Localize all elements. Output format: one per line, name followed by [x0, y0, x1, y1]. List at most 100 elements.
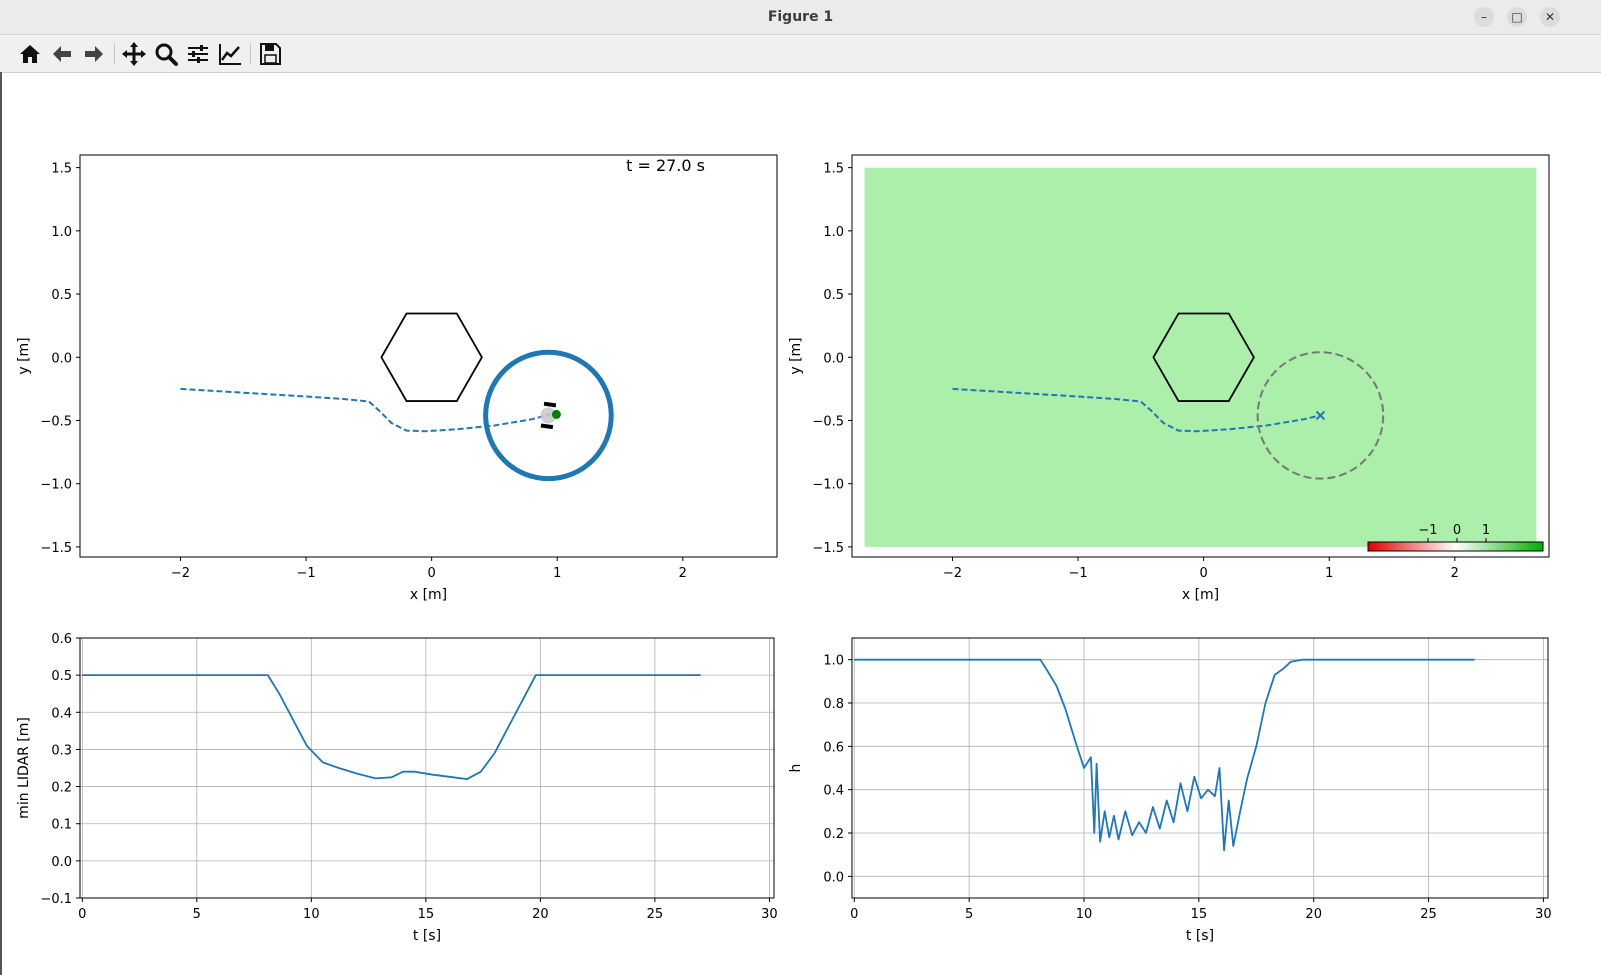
- x-axis-label: x [m]: [410, 587, 447, 603]
- y-tick-label: 0.8: [823, 697, 844, 712]
- y-tick-label: −1.5: [40, 541, 72, 556]
- y-tick-label: −1.5: [812, 541, 844, 556]
- x-tick-label: −1: [1068, 566, 1087, 581]
- axes-frame: [79, 637, 775, 899]
- save-button[interactable]: [255, 39, 285, 69]
- configure-subplots-icon: [188, 45, 208, 63]
- x-tick-label: 30: [1535, 907, 1552, 922]
- toolbar: [0, 35, 1601, 73]
- x-tick-label: 10: [303, 907, 320, 922]
- robot-wheel: [543, 401, 557, 408]
- obstacle-hexagon: [380, 312, 483, 402]
- y-tick-label: 0.0: [51, 351, 72, 366]
- window-title: Figure 1: [767, 9, 834, 25]
- y-tick-label: 0.2: [823, 827, 844, 842]
- edit-axis-button[interactable]: [215, 39, 245, 69]
- y-tick-label: 0.2: [51, 781, 72, 796]
- robot-body: [540, 407, 557, 424]
- x-tick-label: −2: [171, 566, 190, 581]
- series-line: [854, 658, 1475, 852]
- window-left-edge: [0, 72, 2, 975]
- y-tick-label: −0.1: [40, 892, 72, 907]
- chart-top-left: −2 −1 0 1 2 −1.5 −1.0 −0.5 0.0 0.5 1.0 1.5 x [m] y [m…: [16, 154, 778, 603]
- x-tick-label: 0: [850, 907, 858, 922]
- y-tick-label: 1.0: [823, 225, 844, 240]
- x-tick-label: 25: [647, 907, 664, 922]
- configure-subplots-button[interactable]: [183, 39, 213, 69]
- y-tick-label: 1.0: [51, 225, 72, 240]
- back-icon: [53, 46, 71, 62]
- y-tick-label: 0.4: [51, 706, 72, 721]
- x-tick-label: 20: [532, 907, 549, 922]
- y-tick-label: 0.5: [823, 288, 844, 303]
- colorbar-tick-label: 0: [1453, 523, 1461, 538]
- zoom-icon: [155, 43, 178, 66]
- x-tick-label: 1: [553, 566, 561, 581]
- axes-frame: [851, 154, 1550, 558]
- y-axis-label: y [m]: [16, 337, 32, 374]
- axes-frame: [79, 154, 778, 558]
- x-tick-label: 30: [761, 907, 778, 922]
- save-icon: [260, 43, 281, 65]
- chart-top-right: −2 −1 0 1 2 −1.5 −1.0 −0.5 0.0 0.5 1.0 1.5 x [m] y [m…: [788, 154, 1550, 603]
- toolbar-separator: [250, 43, 251, 65]
- time-annotation: t = 27.0 s: [626, 156, 705, 175]
- pan-icon: [122, 42, 146, 66]
- x-tick-label: 20: [1305, 907, 1322, 922]
- x-axis-label: t [s]: [413, 928, 441, 944]
- axes-frame: [851, 637, 1549, 899]
- minimize-button[interactable]: –: [1474, 7, 1494, 27]
- maximize-button[interactable]: □: [1507, 7, 1527, 27]
- zoom-button[interactable]: [151, 39, 181, 69]
- y-axis-label: min LIDAR [m]: [16, 717, 32, 819]
- y-tick-label: 0.0: [823, 351, 844, 366]
- x-tick-label: 0: [78, 907, 86, 922]
- x-tick-label: 0: [1199, 566, 1207, 581]
- x-tick-label: 0: [427, 566, 435, 581]
- y-tick-label: 0.4: [823, 784, 844, 799]
- back-button[interactable]: [47, 39, 77, 69]
- robot-wheel: [540, 423, 554, 430]
- x-tick-label: 5: [965, 907, 973, 922]
- pan-button[interactable]: [119, 39, 149, 69]
- y-tick-label: −0.5: [812, 414, 844, 429]
- y-axis-label: y [m]: [788, 337, 804, 374]
- x-tick-label: 2: [1451, 566, 1459, 581]
- edit-axis-icon: [219, 44, 241, 65]
- toolbar-separator: [114, 43, 115, 65]
- colorbar-tick-label: 1: [1482, 523, 1490, 538]
- home-icon: [20, 45, 40, 63]
- obstacle-hexagon: [1152, 312, 1255, 402]
- forward-icon: [85, 46, 103, 62]
- x-tick-label: 15: [1191, 907, 1208, 922]
- x-tick-label: −2: [943, 566, 962, 581]
- y-tick-label: 0.5: [51, 669, 72, 684]
- y-tick-label: 0.1: [51, 818, 72, 833]
- y-tick-label: 0.6: [51, 632, 72, 647]
- chart-bottom-right: 0 5 10 15 20 25 30 0.0 0.2 0.4 0.6 0.8 1.0 t [s] h: [788, 637, 1552, 944]
- title-bar: Figure 1 – □ ✕: [0, 0, 1601, 35]
- home-button[interactable]: [15, 39, 45, 69]
- series-line: [82, 674, 701, 780]
- y-tick-label: 0.3: [51, 743, 72, 758]
- colorbar-tick-label: −1: [1418, 523, 1437, 538]
- x-tick-label: 15: [418, 907, 435, 922]
- sensor-range-circle: [1256, 351, 1385, 480]
- x-tick-label: 5: [193, 907, 201, 922]
- x-tick-label: −1: [296, 566, 315, 581]
- goal-marker: [551, 409, 561, 419]
- trajectory-line: [952, 387, 1321, 433]
- close-button[interactable]: ✕: [1540, 7, 1560, 27]
- y-tick-label: −1.0: [40, 478, 72, 493]
- forward-button[interactable]: [79, 39, 109, 69]
- trajectory-line: [180, 387, 552, 433]
- safety-field: [864, 167, 1537, 547]
- y-tick-label: 0.6: [823, 740, 844, 755]
- x-tick-label: 2: [679, 566, 687, 581]
- y-tick-label: 0.5: [51, 288, 72, 303]
- y-tick-label: −1.0: [812, 478, 844, 493]
- y-tick-label: 0.0: [51, 855, 72, 870]
- x-tick-label: 1: [1325, 566, 1333, 581]
- colorbar: [1367, 541, 1544, 552]
